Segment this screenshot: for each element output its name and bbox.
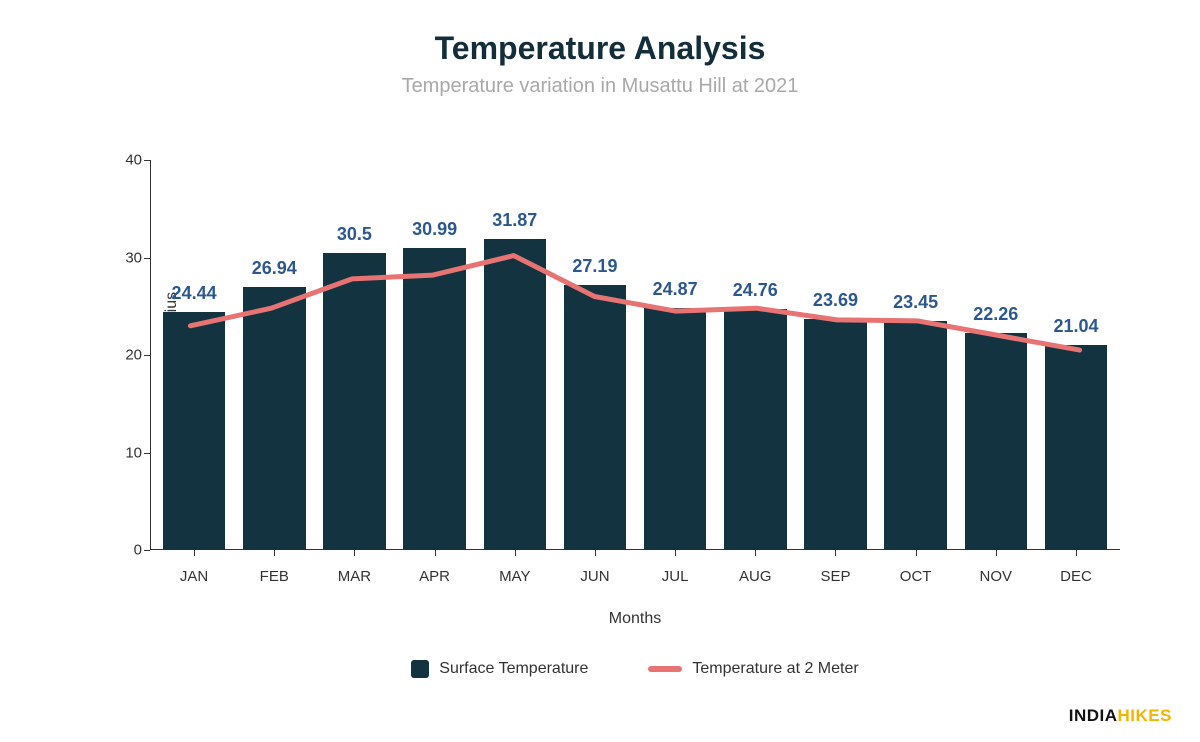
legend-swatch-line (648, 666, 682, 672)
bar: 24.44 (163, 312, 226, 550)
bar: 24.87 (644, 308, 707, 550)
bar-slot: 31.87MAY (475, 160, 555, 550)
x-tick-mark (595, 550, 596, 556)
x-tick-label: OCT (876, 568, 956, 585)
x-tick-mark (675, 550, 676, 556)
x-axis-label: Months (150, 610, 1120, 628)
legend-label-line: Temperature at 2 Meter (692, 660, 858, 678)
x-tick-label: JAN (154, 568, 234, 585)
x-tick-label: NOV (956, 568, 1036, 585)
bar-value-label: 23.69 (813, 290, 858, 311)
bar-value-label: 31.87 (492, 210, 537, 231)
x-tick-mark (916, 550, 917, 556)
bar: 21.04 (1045, 345, 1108, 550)
x-tick-label: JUL (635, 568, 715, 585)
y-tick-mark (144, 453, 150, 454)
bar: 30.99 (403, 248, 466, 550)
bars-group: 24.44JAN26.94FEB30.5MAR30.99APR31.87MAY2… (150, 160, 1120, 550)
bar-value-label: 21.04 (1053, 316, 1098, 337)
x-tick-label: AUG (715, 568, 795, 585)
bar-slot: 30.5MAR (314, 160, 394, 550)
bar-value-label: 24.76 (733, 280, 778, 301)
bar: 23.69 (804, 319, 867, 550)
y-tick-label: 40 (125, 152, 142, 169)
x-tick-label: DEC (1036, 568, 1116, 585)
y-tick-label: 20 (125, 347, 142, 364)
bar-slot: 24.44JAN (154, 160, 234, 550)
bar-slot: 24.76AUG (715, 160, 795, 550)
x-tick-label: APR (395, 568, 475, 585)
bar: 30.5 (323, 253, 386, 550)
y-tick-mark (144, 258, 150, 259)
legend: Surface Temperature Temperature at 2 Met… (150, 660, 1120, 678)
chart-container: Temperature Analysis Temperature variati… (50, 30, 1150, 702)
bar: 26.94 (243, 287, 306, 550)
bar-slot: 23.69SEP (795, 160, 875, 550)
brand-part-a: INDIA (1069, 706, 1118, 725)
bar-slot: 26.94FEB (234, 160, 314, 550)
bar-slot: 24.87JUL (635, 160, 715, 550)
bar-value-label: 30.99 (412, 219, 457, 240)
y-tick-label: 0 (134, 542, 142, 559)
bar-value-label: 26.94 (252, 258, 297, 279)
chart-title: Temperature Analysis (50, 30, 1150, 67)
bar-value-label: 27.19 (572, 256, 617, 277)
legend-label-bar: Surface Temperature (439, 660, 588, 678)
x-tick-mark (354, 550, 355, 556)
bar-slot: 30.99APR (395, 160, 475, 550)
y-tick-mark (144, 160, 150, 161)
x-tick-mark (435, 550, 436, 556)
x-tick-label: FEB (234, 568, 314, 585)
x-tick-mark (194, 550, 195, 556)
bar: 31.87 (484, 239, 547, 550)
bar: 22.26 (965, 333, 1028, 550)
brand-watermark: INDIAHIKES (1069, 706, 1172, 726)
y-tick-mark (144, 355, 150, 356)
plot-area: Degree in Celsius 24.44JAN26.94FEB30.5MA… (150, 160, 1120, 550)
bar-slot: 21.04DEC (1036, 160, 1116, 550)
bar-value-label: 23.45 (893, 292, 938, 313)
bar: 27.19 (564, 285, 627, 550)
y-tick-label: 30 (125, 249, 142, 266)
x-tick-mark (755, 550, 756, 556)
y-tick-label: 10 (125, 444, 142, 461)
legend-item-bar: Surface Temperature (411, 660, 588, 678)
bar-value-label: 24.44 (172, 283, 217, 304)
bar-slot: 22.26NOV (956, 160, 1036, 550)
x-tick-label: MAR (314, 568, 394, 585)
bar-slot: 27.19JUN (555, 160, 635, 550)
x-tick-mark (996, 550, 997, 556)
x-tick-label: SEP (795, 568, 875, 585)
bar-slot: 23.45OCT (876, 160, 956, 550)
bar-value-label: 24.87 (653, 279, 698, 300)
x-tick-label: JUN (555, 568, 635, 585)
bar-value-label: 22.26 (973, 304, 1018, 325)
y-tick-mark (144, 550, 150, 551)
legend-swatch-bar (411, 660, 429, 678)
bar: 23.45 (884, 321, 947, 550)
x-tick-mark (835, 550, 836, 556)
x-tick-label: MAY (475, 568, 555, 585)
x-tick-mark (274, 550, 275, 556)
bar-value-label: 30.5 (337, 224, 372, 245)
bar: 24.76 (724, 309, 787, 550)
brand-part-b: HIKES (1118, 706, 1172, 725)
legend-item-line: Temperature at 2 Meter (648, 660, 858, 678)
x-tick-mark (1076, 550, 1077, 556)
chart-subtitle: Temperature variation in Musattu Hill at… (50, 75, 1150, 98)
x-tick-mark (515, 550, 516, 556)
